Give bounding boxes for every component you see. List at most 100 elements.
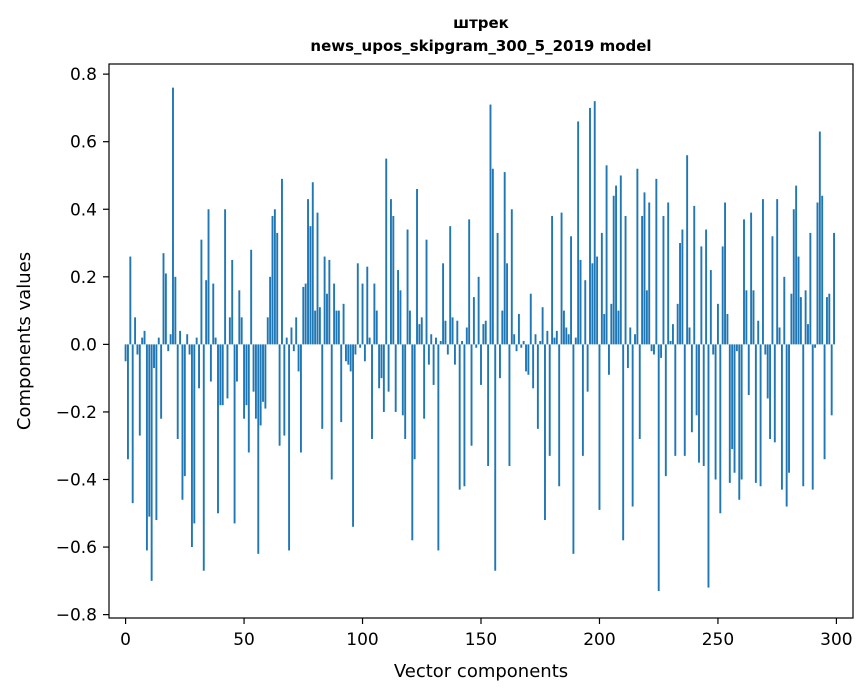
bar bbox=[333, 283, 336, 345]
bar bbox=[397, 270, 400, 345]
y-tick-label: −0.6 bbox=[56, 538, 97, 558]
bar bbox=[297, 344, 300, 372]
bar bbox=[529, 293, 532, 345]
bar bbox=[579, 259, 582, 345]
bar bbox=[816, 202, 819, 345]
bar bbox=[228, 317, 231, 345]
bar bbox=[217, 344, 219, 514]
bar bbox=[671, 324, 674, 345]
bar bbox=[150, 344, 153, 581]
bar bbox=[183, 344, 186, 477]
bar bbox=[799, 297, 802, 345]
bar bbox=[262, 344, 264, 402]
bar bbox=[802, 344, 805, 487]
bar bbox=[458, 344, 461, 490]
bar bbox=[257, 344, 260, 554]
bar bbox=[427, 344, 430, 365]
bar bbox=[477, 276, 480, 345]
bar bbox=[539, 341, 542, 345]
bar bbox=[181, 344, 184, 500]
bar bbox=[657, 344, 660, 591]
bar bbox=[562, 310, 565, 345]
bar bbox=[316, 212, 319, 345]
bar bbox=[508, 344, 511, 466]
bar bbox=[314, 310, 317, 345]
bar bbox=[721, 246, 724, 345]
bar bbox=[449, 226, 452, 345]
bar bbox=[738, 344, 741, 500]
bar bbox=[525, 344, 527, 372]
bar bbox=[778, 327, 781, 345]
bar bbox=[700, 246, 703, 345]
bar bbox=[719, 344, 722, 514]
y-tick-label: −0.2 bbox=[56, 403, 97, 423]
bar bbox=[387, 344, 390, 392]
x-tick-label: 150 bbox=[465, 630, 497, 650]
bar bbox=[240, 317, 243, 345]
bar bbox=[513, 334, 516, 345]
bar bbox=[401, 344, 404, 416]
bar bbox=[233, 344, 236, 524]
bar bbox=[198, 344, 200, 389]
bar bbox=[491, 168, 494, 345]
bar bbox=[757, 320, 760, 345]
bar bbox=[406, 229, 409, 345]
bars-group bbox=[124, 87, 835, 591]
x-tick-label: 250 bbox=[702, 630, 734, 650]
x-tick-label: 0 bbox=[120, 630, 131, 650]
bar bbox=[683, 344, 686, 456]
x-axis-label: Vector components bbox=[394, 661, 568, 682]
bar bbox=[788, 344, 790, 473]
bar bbox=[489, 104, 492, 345]
bar bbox=[435, 337, 437, 345]
bar bbox=[527, 344, 530, 375]
bar bbox=[750, 212, 753, 345]
bar bbox=[385, 158, 388, 345]
bar bbox=[143, 330, 146, 345]
y-axis-ticks: −0.8 −0.6 −0.4 −0.2 0.0 0.2 0.4 0.6 0.8 bbox=[56, 65, 109, 626]
bar bbox=[461, 341, 463, 345]
bar bbox=[136, 344, 139, 355]
bar bbox=[553, 337, 556, 345]
chart-title-line1: штрек bbox=[453, 14, 509, 32]
bar bbox=[304, 283, 307, 345]
bar bbox=[432, 344, 435, 385]
bar bbox=[169, 334, 172, 345]
bar bbox=[731, 344, 734, 450]
bar bbox=[785, 344, 788, 507]
y-tick-label: 0.4 bbox=[70, 200, 97, 220]
bar bbox=[598, 344, 601, 510]
bar bbox=[375, 310, 378, 345]
bar bbox=[776, 199, 779, 345]
bar bbox=[259, 344, 262, 426]
bar bbox=[382, 344, 385, 412]
bar bbox=[359, 344, 362, 348]
bar bbox=[420, 317, 423, 345]
bar bbox=[344, 344, 347, 362]
bar bbox=[567, 334, 570, 345]
bar bbox=[754, 344, 757, 483]
bar bbox=[465, 327, 468, 345]
bar bbox=[411, 344, 414, 541]
bar bbox=[645, 290, 648, 345]
bar bbox=[283, 344, 286, 436]
bar bbox=[584, 280, 587, 345]
bar bbox=[480, 344, 482, 385]
bar bbox=[769, 344, 772, 439]
bar bbox=[690, 344, 693, 433]
bar bbox=[179, 330, 182, 345]
bar bbox=[733, 344, 736, 473]
bar bbox=[127, 344, 129, 460]
bar bbox=[716, 303, 719, 345]
bar bbox=[404, 344, 407, 439]
bar bbox=[648, 202, 651, 345]
bar bbox=[586, 344, 589, 392]
bar bbox=[565, 327, 568, 345]
bar bbox=[271, 216, 274, 345]
bar bbox=[392, 216, 395, 345]
bar bbox=[780, 344, 783, 490]
bar bbox=[833, 232, 835, 345]
bar bbox=[593, 101, 596, 345]
plot-area-frame bbox=[108, 63, 854, 619]
bar bbox=[709, 270, 712, 345]
